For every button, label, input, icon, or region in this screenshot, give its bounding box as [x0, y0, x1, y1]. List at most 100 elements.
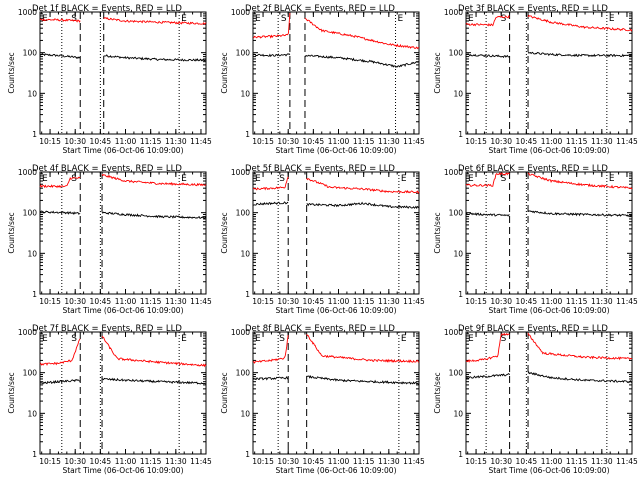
- y-tick-label: 1000: [231, 328, 250, 337]
- x-tick-label: 11:00: [328, 457, 350, 466]
- y-tick-label: 10: [240, 89, 250, 98]
- x-tick-label: 11:45: [616, 457, 638, 466]
- x-axis-label: Start Time (06-Oct-06 10:09:00): [275, 466, 396, 475]
- panel-det-4: Det 4f BLACK = Events, RED = LLD 1 10 100 10…: [7, 164, 212, 315]
- events-trace-pre: [39, 53, 81, 60]
- x-tick-label: 11:45: [616, 137, 638, 146]
- x-tick-label: 11:00: [328, 137, 350, 146]
- y-tick-label: 1000: [231, 168, 250, 177]
- x-tick-label: 11:30: [378, 457, 400, 466]
- y-tick-label: 100: [23, 369, 38, 378]
- panel-det-8: Det 8f BLACK = Events, RED = LLD 1 10 100 10…: [220, 324, 425, 475]
- lld-trace-pre: [39, 338, 81, 366]
- events-trace-post: [527, 371, 633, 384]
- marker-label-start: E: [255, 174, 261, 184]
- x-tick-label: 11:30: [165, 457, 187, 466]
- lld-trace-pre: [253, 12, 291, 39]
- marker-label-saa: S: [279, 174, 285, 184]
- x-tick-label: 11:45: [190, 297, 212, 306]
- events-trace-pre: [465, 53, 510, 59]
- events-trace-post: [527, 51, 633, 58]
- events-trace-pre: [465, 212, 510, 217]
- marker-label-start: E: [255, 334, 261, 344]
- y-tick-label: 1000: [231, 8, 250, 17]
- lld-trace-pre: [39, 176, 81, 189]
- marker-label-saa: S: [281, 14, 287, 24]
- x-axis-label: Start Time (06-Oct-06 10:09:00): [488, 466, 609, 475]
- x-tick-label: 11:00: [541, 137, 563, 146]
- x-tick-label: 10:15: [252, 137, 274, 146]
- x-tick-label: 10:15: [39, 297, 61, 306]
- y-axis-label: Counts/sec: [433, 52, 442, 93]
- x-tick-label: 11:15: [353, 457, 375, 466]
- y-tick-label: 1: [245, 290, 250, 299]
- x-tick-label: 10:45: [516, 297, 538, 306]
- y-axis-label: Counts/sec: [7, 212, 16, 253]
- y-tick-label: 100: [449, 369, 464, 378]
- y-tick-label: 100: [236, 369, 251, 378]
- y-axis-label: Counts/sec: [220, 52, 229, 93]
- x-tick-label: 11:30: [378, 297, 400, 306]
- marker-label-saa: S: [501, 334, 507, 344]
- marker-label-saa: S: [71, 14, 77, 24]
- x-tick-label: 11:15: [140, 297, 162, 306]
- y-tick-label: 1000: [18, 8, 37, 17]
- y-tick-label: 1: [458, 130, 463, 139]
- y-axis-label: Counts/sec: [7, 372, 16, 413]
- marker-label-end: E: [609, 174, 615, 184]
- plot-frame: [252, 11, 420, 135]
- events-trace-pre: [252, 375, 289, 381]
- x-tick-label: 11:45: [403, 457, 425, 466]
- panel-det-6: Det 6f BLACK = Events, RED = LLD 1 10 100 10…: [433, 164, 638, 315]
- y-axis-label: Counts/sec: [433, 212, 442, 253]
- lld-trace-post: [527, 14, 633, 32]
- y-tick-label: 10: [453, 89, 463, 98]
- lld-trace-post: [527, 172, 633, 190]
- x-tick-label: 10:30: [64, 457, 86, 466]
- y-tick-label: 10: [240, 409, 250, 418]
- x-tick-label: 10:30: [64, 137, 86, 146]
- panel-det-1: Det 1f BLACK = Events, RED = LLD 1 10 100 10…: [7, 4, 212, 155]
- x-tick-label: 10:15: [39, 137, 61, 146]
- y-axis-label: Counts/sec: [220, 212, 229, 253]
- panel-det-2: Det 2f BLACK = Events, RED = LLD 1 10 100 10…: [220, 4, 425, 155]
- events-trace-post: [101, 377, 207, 385]
- y-tick-label: 100: [449, 209, 464, 218]
- events-trace-pre: [252, 53, 291, 58]
- marker-label-start: E: [468, 334, 474, 344]
- x-tick-label: 10:45: [303, 137, 325, 146]
- y-tick-label: 1000: [444, 8, 463, 17]
- lld-trace-post: [304, 17, 420, 50]
- y-tick-label: 10: [27, 249, 37, 258]
- marker-label-end: E: [181, 174, 187, 184]
- x-tick-label: 10:15: [252, 457, 274, 466]
- marker-label-end: E: [401, 174, 407, 184]
- x-tick-label: 10:45: [303, 457, 325, 466]
- lld-trace-post: [103, 17, 207, 26]
- x-tick-label: 10:45: [90, 457, 112, 466]
- marker-label-start: E: [42, 334, 48, 344]
- y-tick-label: 1: [458, 290, 463, 299]
- x-tick-label: 11:30: [165, 297, 187, 306]
- x-tick-label: 11:00: [541, 457, 563, 466]
- y-tick-label: 1: [245, 450, 250, 459]
- x-tick-label: 11:45: [616, 297, 638, 306]
- x-tick-label: 10:45: [516, 457, 538, 466]
- panel-title: Det 5f BLACK = Events, RED = LLD: [245, 164, 395, 174]
- panel-det-7: Det 7f BLACK = Events, RED = LLD 1 10 100 10…: [7, 324, 212, 475]
- panel-title: Det 1f BLACK = Events, RED = LLD: [32, 4, 182, 14]
- y-tick-label: 1: [32, 130, 37, 139]
- panel-title: Det 7f BLACK = Events, RED = LLD: [32, 324, 182, 334]
- x-tick-label: 10:30: [277, 297, 299, 306]
- panel-title: Det 9f BLACK = Events, RED = LLD: [458, 324, 608, 334]
- x-tick-label: 11:15: [140, 137, 162, 146]
- lld-trace-post: [101, 335, 207, 368]
- marker-label-end: E: [401, 334, 407, 344]
- marker-label-saa: S: [501, 174, 507, 184]
- plot-frame: [465, 11, 633, 135]
- plot-frame: [39, 11, 207, 135]
- events-trace-pre: [465, 373, 510, 379]
- lld-trace-post: [306, 334, 419, 364]
- plot-frame: [465, 331, 633, 455]
